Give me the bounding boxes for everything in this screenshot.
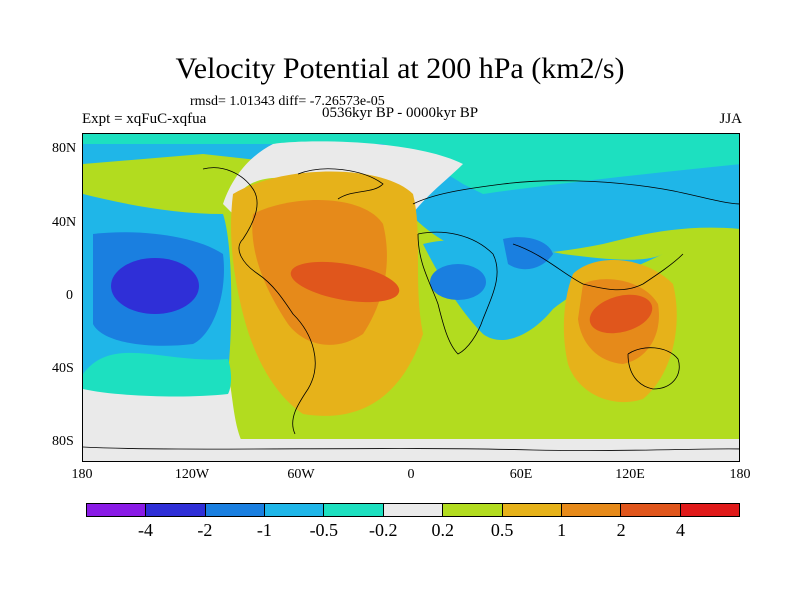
y-tick-80s: 80S — [52, 434, 74, 449]
colorbar — [86, 503, 740, 517]
colorbar-tick-label: -4 — [137, 520, 153, 540]
x-tick-60w: 60W — [287, 467, 315, 482]
colorbar-tick-label: -0.5 — [309, 520, 339, 540]
stats-text: rmsd= 1.01343 diff= -7.26573e-05 — [190, 94, 385, 109]
colorbar-tick-label: 1 — [557, 520, 567, 540]
x-tick-180w: 180 — [71, 467, 93, 482]
x-tick-60e: 60E — [509, 467, 533, 482]
x-tick-0: 0 — [407, 467, 415, 482]
colorbar-tick-label: 0.5 — [490, 520, 514, 540]
colorbar-tick-label: -1 — [256, 520, 272, 540]
period-label: 0536kyr BP - 0000kyr BP — [322, 105, 479, 121]
colorbar-tick-label: -2 — [197, 520, 213, 540]
colorbar-swatch — [87, 504, 147, 516]
season-label: JJA — [719, 111, 742, 127]
map-canvas — [83, 134, 739, 461]
colorbar-swatch — [383, 504, 444, 516]
colorbar-swatch — [502, 504, 562, 516]
colorbar-swatch — [621, 504, 681, 516]
velocity-potential-map — [82, 133, 740, 462]
x-tick-180e: 180 — [729, 467, 751, 482]
y-tick-40s: 40S — [52, 361, 74, 376]
colorbar-swatch — [146, 504, 206, 516]
colorbar-tick-label: 2 — [616, 520, 626, 540]
colorbar-tick-label: -0.2 — [369, 520, 398, 540]
expt-label: Expt = xqFuC-xqfua — [82, 111, 207, 127]
colorbar-tick-label: 4 — [676, 520, 686, 540]
colorbar-swatch — [265, 504, 325, 516]
colorbar-swatch — [680, 504, 739, 516]
map-title: Velocity Potential at 200 hPa (km2/s) — [175, 52, 625, 85]
y-tick-40n: 40N — [52, 215, 77, 230]
y-tick-80n: 80N — [52, 141, 77, 156]
colorbar-swatch — [205, 504, 266, 516]
colorbar-swatch — [324, 504, 384, 516]
colorbar-swatch — [561, 504, 622, 516]
colorbar-swatch — [443, 504, 503, 516]
colorbar-tick-label: 0.2 — [431, 520, 454, 540]
x-tick-120w: 120W — [174, 467, 210, 482]
y-tick-0: 0 — [66, 288, 73, 303]
x-tick-120e: 120E — [615, 467, 645, 482]
